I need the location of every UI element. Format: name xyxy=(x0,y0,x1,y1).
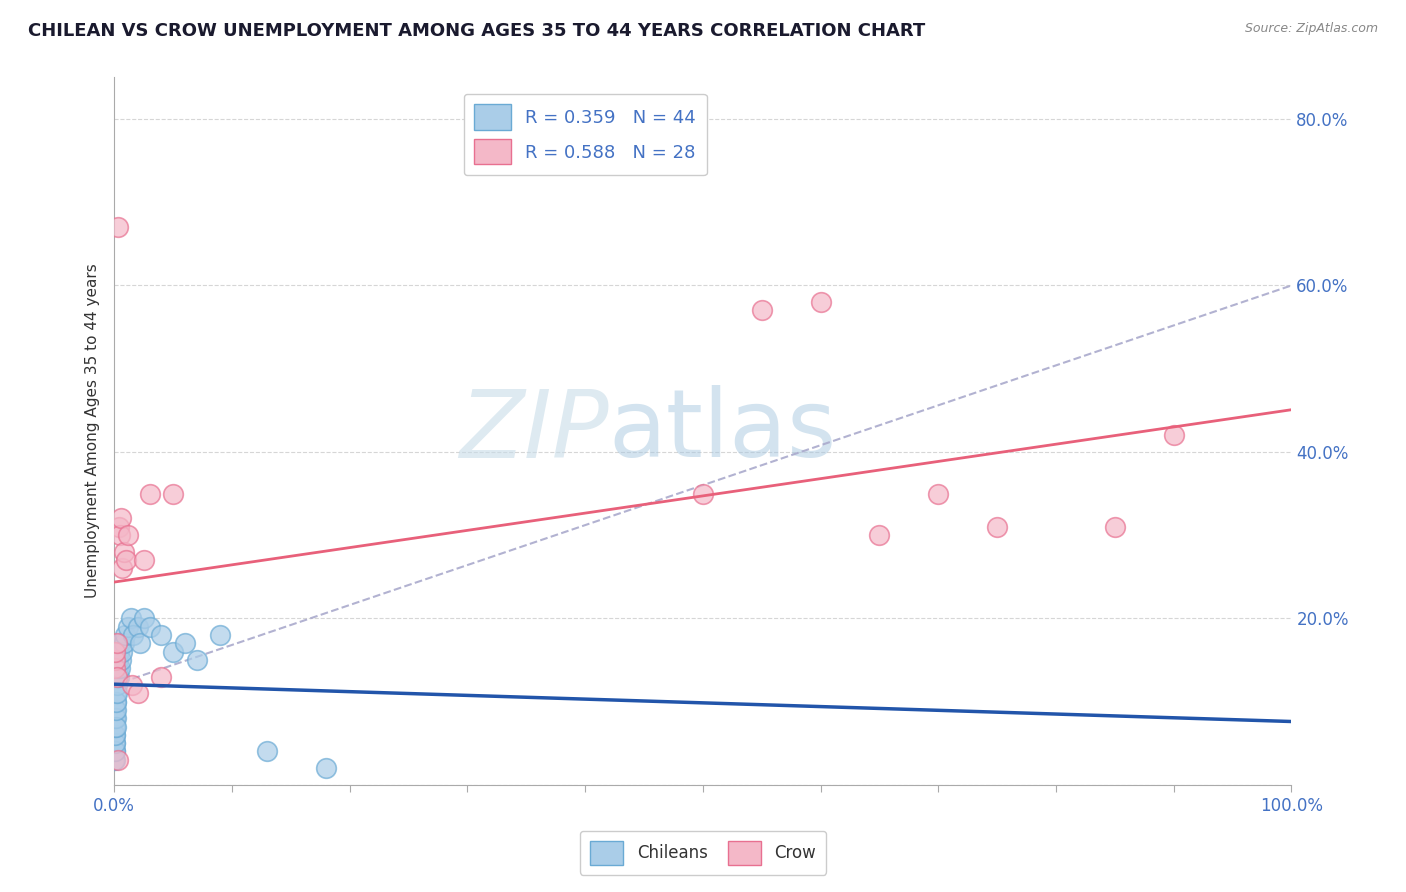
Point xyxy=(104,711,127,725)
Point xyxy=(105,686,128,700)
Point xyxy=(132,611,155,625)
Point xyxy=(104,744,127,758)
Point xyxy=(108,520,131,534)
Point xyxy=(104,653,127,667)
Point xyxy=(104,728,127,742)
Point xyxy=(104,645,127,659)
Point xyxy=(162,486,184,500)
Point xyxy=(105,669,128,683)
Point xyxy=(105,686,128,700)
Point xyxy=(105,703,128,717)
Point xyxy=(127,620,149,634)
Point xyxy=(114,628,136,642)
Point xyxy=(105,678,128,692)
Legend: Chileans, Crow: Chileans, Crow xyxy=(581,831,825,875)
Point xyxy=(751,303,773,318)
Point xyxy=(173,636,195,650)
Point xyxy=(111,645,134,659)
Point xyxy=(104,703,127,717)
Point xyxy=(108,669,131,683)
Point xyxy=(122,628,145,642)
Point xyxy=(104,719,127,733)
Legend: R = 0.359   N = 44, R = 0.588   N = 28: R = 0.359 N = 44, R = 0.588 N = 28 xyxy=(464,94,707,176)
Point xyxy=(107,661,129,675)
Point xyxy=(209,628,232,642)
Point xyxy=(105,694,128,708)
Point xyxy=(112,545,135,559)
Point xyxy=(108,661,131,675)
Point xyxy=(110,653,132,667)
Point xyxy=(108,636,131,650)
Point xyxy=(162,645,184,659)
Point xyxy=(108,645,131,659)
Point xyxy=(1104,520,1126,534)
Point xyxy=(104,728,127,742)
Point xyxy=(121,678,143,692)
Point xyxy=(986,520,1008,534)
Point xyxy=(138,620,160,634)
Point xyxy=(103,753,125,767)
Point xyxy=(107,753,129,767)
Point xyxy=(1163,428,1185,442)
Text: CHILEAN VS CROW UNEMPLOYMENT AMONG AGES 35 TO 44 YEARS CORRELATION CHART: CHILEAN VS CROW UNEMPLOYMENT AMONG AGES … xyxy=(28,22,925,40)
Point xyxy=(107,653,129,667)
Point xyxy=(127,686,149,700)
Point xyxy=(111,561,134,575)
Point xyxy=(104,711,127,725)
Point xyxy=(868,528,890,542)
Point xyxy=(186,653,208,667)
Point xyxy=(256,744,278,758)
Point xyxy=(315,761,337,775)
Point xyxy=(104,694,127,708)
Point xyxy=(104,744,127,758)
Point xyxy=(927,486,949,500)
Point xyxy=(104,661,127,675)
Point xyxy=(105,669,128,683)
Point xyxy=(692,486,714,500)
Point xyxy=(117,528,139,542)
Text: Source: ZipAtlas.com: Source: ZipAtlas.com xyxy=(1244,22,1378,36)
Point xyxy=(150,628,173,642)
Point xyxy=(108,528,131,542)
Point xyxy=(110,511,132,525)
Point xyxy=(117,620,139,634)
Point xyxy=(132,553,155,567)
Y-axis label: Unemployment Among Ages 35 to 44 years: Unemployment Among Ages 35 to 44 years xyxy=(86,264,100,599)
Text: atlas: atlas xyxy=(609,385,837,477)
Point xyxy=(103,736,125,750)
Point xyxy=(138,486,160,500)
Point xyxy=(120,611,142,625)
Point xyxy=(115,553,138,567)
Point xyxy=(104,753,127,767)
Point xyxy=(112,636,135,650)
Point xyxy=(104,736,127,750)
Point xyxy=(150,669,173,683)
Text: ZIP: ZIP xyxy=(458,385,609,476)
Point xyxy=(107,220,129,235)
Point xyxy=(104,719,127,733)
Point xyxy=(105,636,128,650)
Point xyxy=(810,295,832,310)
Point xyxy=(129,636,152,650)
